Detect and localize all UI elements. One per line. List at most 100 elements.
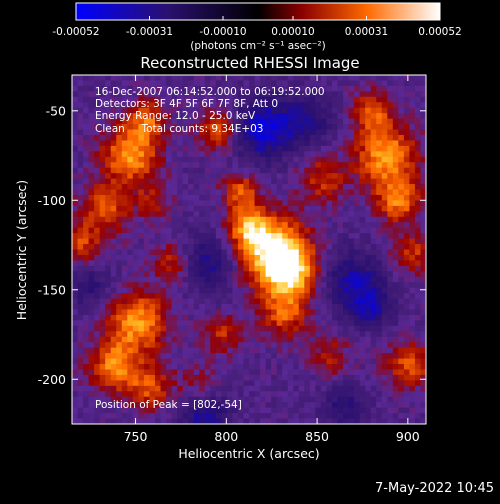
heatmap-cell: [160, 227, 167, 234]
heatmap-cell: [77, 418, 84, 424]
heatmap-cell: [414, 222, 422, 229]
heatmap-cell: [188, 249, 195, 256]
heatmap-cell: [138, 107, 145, 114]
heatmap-cell: [132, 167, 139, 174]
heatmap-cell: [226, 129, 234, 136]
heatmap-cell: [392, 358, 399, 365]
heatmap-cell: [265, 102, 272, 109]
heatmap-cell: [398, 358, 405, 365]
heatmap-cell: [149, 200, 156, 207]
x-axis-label: Heliocentric X (arcsec): [178, 446, 319, 461]
heatmap-cell: [121, 244, 128, 251]
heatmap-cell: [210, 216, 217, 223]
heatmap-cell: [215, 134, 222, 142]
heatmap-cell: [271, 336, 278, 343]
heatmap-cell: [127, 309, 134, 316]
heatmap-cell: [276, 364, 283, 371]
heatmap-cell: [110, 75, 117, 82]
heatmap-cell: [94, 282, 101, 289]
heatmap-cell: [204, 304, 211, 311]
heatmap-cell: [298, 91, 305, 98]
heatmap-cell: [88, 396, 95, 403]
heatmap-cell: [171, 385, 178, 392]
heatmap-cell: [154, 222, 162, 229]
heatmap-cell: [320, 91, 328, 98]
heatmap-cell: [343, 227, 350, 234]
heatmap-cell: [177, 118, 184, 125]
heatmap-cell: [304, 200, 311, 207]
heatmap-cell: [221, 107, 228, 114]
heatmap-cell: [199, 244, 206, 251]
heatmap-cell: [94, 385, 101, 392]
heatmap-cell: [403, 238, 411, 245]
heatmap-cell: [392, 75, 399, 82]
heatmap-cell: [370, 222, 377, 229]
heatmap-cell: [331, 216, 339, 223]
heatmap-cell: [237, 358, 245, 365]
heatmap-cell: [260, 200, 267, 207]
heatmap-cell: [99, 118, 106, 125]
heatmap-cell: [215, 287, 222, 294]
heatmap-cell: [359, 287, 366, 294]
heatmap-cell: [271, 85, 278, 92]
heatmap-cell: [210, 222, 217, 229]
heatmap-cell: [365, 276, 372, 283]
heatmap-cell: [265, 184, 272, 191]
heatmap-cell: [237, 396, 245, 403]
heatmap-cell: [370, 402, 377, 409]
heatmap-cell: [392, 298, 399, 305]
heatmap-cell: [293, 85, 300, 92]
heatmap-cell: [149, 194, 156, 202]
heatmap-cell: [83, 205, 90, 212]
heatmap-cell: [204, 85, 211, 92]
heatmap-cell: [282, 184, 289, 191]
heatmap-cell: [254, 249, 261, 256]
heatmap-cell: [204, 113, 211, 120]
heatmap-cell: [215, 151, 222, 158]
heatmap-cell: [243, 156, 250, 163]
heatmap-cell: [237, 85, 245, 92]
heatmap-cell: [387, 238, 394, 245]
heatmap-cell: [337, 254, 344, 261]
heatmap-cell: [254, 418, 261, 424]
heatmap-cell: [94, 156, 101, 163]
heatmap-cell: [271, 413, 278, 420]
heatmap-cell: [188, 358, 195, 365]
heatmap-cell: [265, 320, 272, 327]
heatmap-cell: [348, 173, 355, 180]
heatmap-cell: [326, 227, 333, 234]
heatmap-cell: [309, 75, 316, 82]
heatmap-cell: [199, 129, 206, 136]
heatmap-cell: [149, 249, 156, 256]
heatmap-cell: [105, 222, 112, 229]
heatmap-cell: [260, 271, 267, 278]
heatmap-cell: [304, 178, 311, 185]
heatmap-cell: [143, 216, 151, 223]
heatmap-cell: [249, 102, 256, 109]
heatmap-cell: [354, 358, 361, 365]
heatmap-cell: [420, 380, 426, 387]
heatmap-cell: [215, 282, 222, 289]
heatmap-cell: [177, 194, 184, 202]
heatmap-cell: [276, 145, 283, 152]
heatmap-cell: [337, 167, 344, 174]
heatmap-cell: [260, 276, 267, 283]
heatmap-cell: [138, 347, 145, 354]
heatmap-cell: [121, 249, 128, 256]
heatmap-cell: [320, 304, 328, 311]
heatmap-cell: [381, 173, 388, 180]
heatmap-cell: [94, 407, 101, 414]
heatmap-cell: [260, 96, 267, 103]
heatmap-cell: [110, 358, 117, 365]
heatmap-cell: [149, 325, 156, 332]
heatmap-cell: [293, 102, 300, 109]
heatmap-cell: [365, 325, 372, 332]
heatmap-cell: [370, 407, 377, 414]
heatmap-cell: [72, 194, 79, 202]
heatmap-cell: [166, 145, 173, 152]
heatmap-cell: [271, 391, 278, 398]
heatmap-cell: [83, 178, 90, 185]
heatmap-cell: [282, 189, 289, 196]
heatmap-cell: [171, 287, 178, 294]
heatmap-cell: [143, 189, 151, 196]
